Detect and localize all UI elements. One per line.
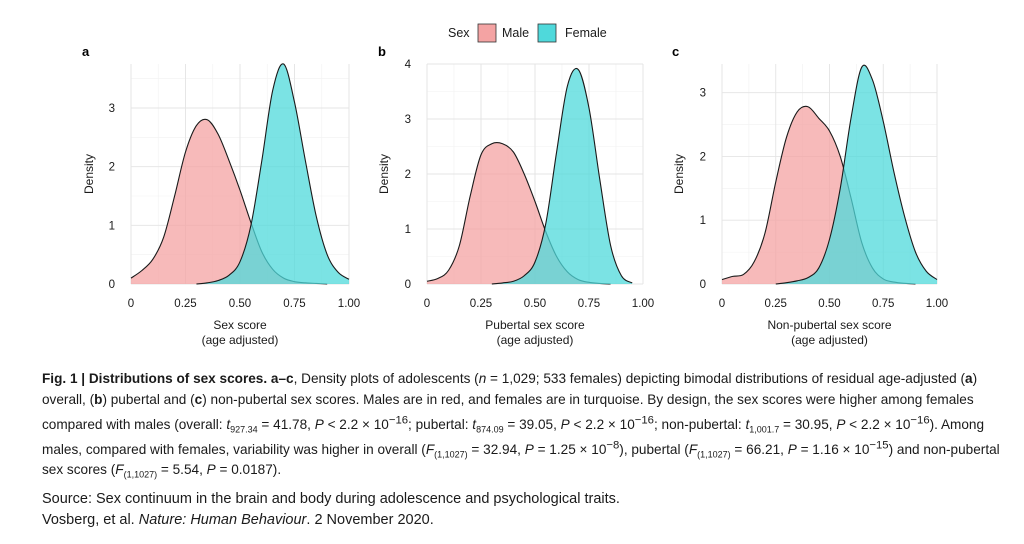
x-tick-label: 1.00 bbox=[632, 298, 654, 310]
y-tick-label: 2 bbox=[405, 169, 411, 181]
y-tick-label: 3 bbox=[109, 103, 115, 115]
density-area-female bbox=[491, 68, 633, 284]
x-tick-label: 0 bbox=[719, 298, 725, 310]
legend-label-male: Male bbox=[502, 26, 529, 40]
chart-panel-a: 0 0.25 0.50 0.75 1.00 0 1 2 3 Sex score(age adjus… bbox=[82, 44, 360, 347]
density-area-male bbox=[131, 119, 328, 284]
x-tick-label: 0.50 bbox=[524, 298, 546, 310]
y-tick-label: 0 bbox=[109, 279, 115, 291]
y-axis-title: Density bbox=[82, 154, 96, 194]
x-axis-title: Sex score bbox=[213, 318, 267, 332]
density-curve-female bbox=[491, 68, 633, 285]
legend-title: Sex bbox=[448, 26, 470, 40]
panel-letter: a bbox=[82, 44, 90, 59]
y-tick-label: 2 bbox=[109, 162, 115, 174]
x-tick-label: 0.25 bbox=[765, 298, 787, 310]
y-tick-label: 4 bbox=[405, 59, 412, 71]
chart-panel-b: 0 0.25 0.50 0.75 1.00 0 1 2 3 4 Pubertal sex score… bbox=[377, 44, 654, 347]
x-tick-label: 0.50 bbox=[818, 298, 840, 310]
x-axis-title: (age adjusted) bbox=[497, 333, 574, 347]
panel-letter: c bbox=[672, 44, 679, 59]
density-area-male bbox=[722, 106, 916, 284]
y-tick-label: 1 bbox=[405, 224, 411, 236]
x-tick-label: 0.75 bbox=[872, 298, 894, 310]
legend: Sex Male Female bbox=[448, 23, 607, 43]
x-axis-title: (age adjusted) bbox=[202, 333, 279, 347]
y-tick-label: 1 bbox=[109, 220, 115, 232]
x-tick-label: 0.25 bbox=[470, 298, 492, 310]
caption-lead: Fig. 1 | Distributions of sex scores. a–… bbox=[42, 371, 294, 386]
x-tick-label: 1.00 bbox=[926, 298, 948, 310]
x-tick-label: 0.75 bbox=[283, 298, 305, 310]
y-tick-label: 3 bbox=[700, 88, 706, 100]
source-journal: Nature: Human Behaviour bbox=[138, 512, 307, 528]
source-line-1: Source: Sex continuum in the brain and b… bbox=[42, 491, 620, 507]
density-curve-female bbox=[775, 64, 938, 285]
figure-panels: Sex Male Female 0 0.25 0.50 0.75 1.00 0 1 2 3 Sex … bbox=[82, 23, 948, 347]
legend-label-female: Female bbox=[565, 26, 607, 40]
x-axis-title: Pubertal sex score bbox=[485, 318, 585, 332]
source-line-2: Vosberg, et al. Nature: Human Behaviour.… bbox=[42, 510, 1002, 531]
x-tick-label: 0.25 bbox=[174, 298, 196, 310]
y-tick-label: 0 bbox=[700, 279, 706, 291]
x-tick-label: 0 bbox=[128, 298, 134, 310]
x-axis-title: Non-pubertal sex score bbox=[767, 318, 891, 332]
y-axis-title: Density bbox=[672, 154, 686, 194]
figure-caption: Fig. 1 | Distributions of sex scores. a–… bbox=[42, 369, 1002, 481]
caption-text: , Density plots of adolescents (n = 1,02… bbox=[42, 371, 1000, 480]
x-tick-label: 0 bbox=[424, 298, 430, 310]
source-citation: Source: Sex continuum in the brain and b… bbox=[42, 489, 1002, 531]
x-tick-label: 1.00 bbox=[338, 298, 360, 310]
y-tick-label: 2 bbox=[700, 151, 706, 163]
y-axis-title: Density bbox=[377, 154, 391, 194]
y-tick-label: 3 bbox=[405, 114, 411, 126]
legend-swatch-male bbox=[477, 23, 497, 43]
y-tick-label: 1 bbox=[700, 215, 706, 227]
x-tick-label: 0.50 bbox=[229, 298, 251, 310]
source-authors: Vosberg, et al. bbox=[42, 512, 139, 528]
y-tick-label: 0 bbox=[405, 279, 411, 291]
density-area-male bbox=[427, 142, 611, 284]
x-tick-label: 0.75 bbox=[578, 298, 600, 310]
density-area-female bbox=[775, 65, 937, 284]
x-axis-title: (age adjusted) bbox=[791, 333, 868, 347]
chart-panel-c: 0 0.25 0.50 0.75 1.00 0 1 2 3 Non-pubertal sex sc… bbox=[672, 44, 948, 347]
panel-letter: b bbox=[378, 44, 386, 59]
density-curve-female bbox=[196, 63, 350, 285]
density-area-female bbox=[196, 63, 349, 285]
legend-swatch-female bbox=[537, 23, 557, 43]
source-date: . 2 November 2020. bbox=[306, 512, 434, 528]
